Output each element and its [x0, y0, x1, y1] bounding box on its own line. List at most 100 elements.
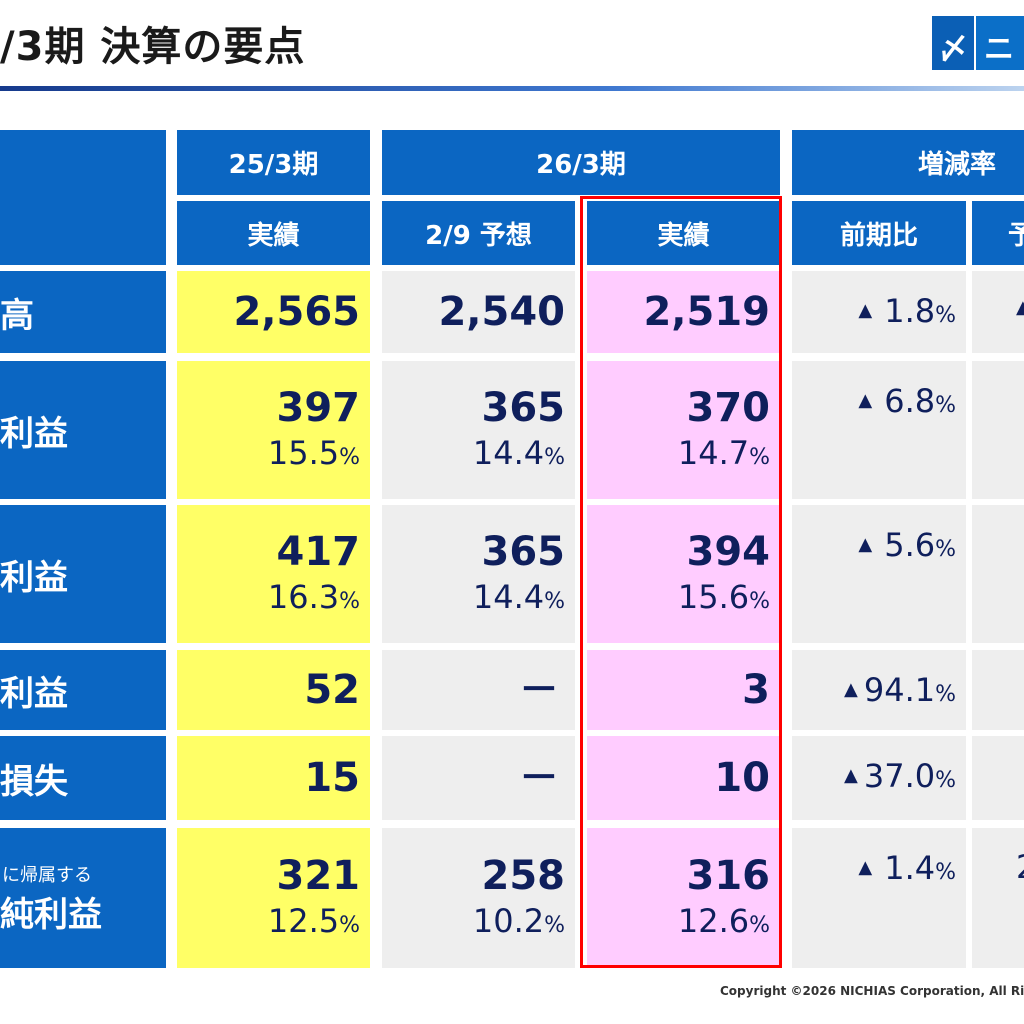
- vs-prev-cell: ▲ 94.1%: [792, 650, 966, 730]
- row-label: 損失: [0, 736, 166, 820]
- margin-value: 15.5: [267, 433, 340, 472]
- value: 6.8: [884, 382, 936, 420]
- down-triangle-icon: ▲: [858, 534, 873, 555]
- margin-value: 14.4: [472, 577, 545, 616]
- row-label-text: 利益: [0, 413, 68, 454]
- pct-unit: %: [749, 588, 770, 614]
- value: 258: [481, 852, 566, 899]
- pct-unit: %: [339, 912, 360, 938]
- forecast-cell: 258 10.2%: [382, 828, 575, 968]
- prev-actual-cell: 52: [177, 650, 370, 730]
- forecast-cell: 365 14.4%: [382, 361, 575, 499]
- value: －: [519, 755, 559, 801]
- value: 15: [304, 755, 360, 801]
- value: 365: [481, 384, 566, 431]
- pct-unit: %: [935, 860, 956, 885]
- row-label: 高: [0, 271, 166, 353]
- curr-actual-cell: 394 15.6%: [587, 505, 780, 643]
- prev-actual-cell: 417 16.3%: [177, 505, 370, 643]
- pct-unit: %: [544, 588, 565, 614]
- copyright-text: Copyright ©2026 NICHIAS Corporation, All…: [720, 984, 1024, 998]
- value: 52: [304, 667, 360, 713]
- header-curr-year: 26/3期: [382, 130, 780, 195]
- row-label-subtext: に帰属する: [2, 864, 92, 886]
- subheader-vs-forecast: 予: [972, 201, 1024, 265]
- value: 2: [1016, 848, 1024, 886]
- margin-value: 14.7: [677, 433, 750, 472]
- curr-actual-cell: 2,519: [587, 271, 780, 353]
- pct-unit: %: [339, 588, 360, 614]
- value: 10: [714, 755, 770, 801]
- row-label: 利益: [0, 505, 166, 643]
- title-underline: [0, 86, 1024, 91]
- value: 3: [742, 667, 770, 713]
- value: 321: [276, 852, 361, 899]
- down-triangle-icon: ▲: [858, 857, 873, 878]
- row-label-text: 利益: [0, 557, 68, 598]
- value: 417: [276, 528, 361, 575]
- vs-prev-cell: ▲ 1.8%: [792, 271, 966, 353]
- row-label: 利益: [0, 361, 166, 499]
- curr-actual-cell: 3: [587, 650, 780, 730]
- subheader-vs-prev: 前期比: [792, 201, 966, 265]
- pct-unit: %: [935, 682, 956, 707]
- down-triangle-icon: ▲: [858, 300, 873, 321]
- logo-mark-glyph: 〆: [938, 32, 968, 67]
- vs-forecast-cell: [972, 505, 1024, 643]
- pct-unit: %: [935, 393, 956, 418]
- pct-unit: %: [544, 912, 565, 938]
- pct-unit: %: [935, 303, 956, 328]
- value: 2,540: [438, 289, 565, 335]
- forecast-cell: －: [382, 650, 575, 730]
- row-label-text: 純利益: [0, 894, 102, 935]
- value: 365: [481, 528, 566, 575]
- prev-actual-cell: 397 15.5%: [177, 361, 370, 499]
- row-label: 利益: [0, 650, 166, 730]
- page-title: /3期 決算の要点: [0, 24, 306, 70]
- header-prev-year: 25/3期: [177, 130, 370, 195]
- margin-value: 14.4: [472, 433, 545, 472]
- vs-forecast-cell: ▲: [972, 271, 1024, 353]
- pct-unit: %: [935, 537, 956, 562]
- value: 394: [686, 528, 771, 575]
- value: 5.6: [884, 526, 936, 564]
- value: 316: [686, 852, 771, 899]
- value: 2,519: [643, 289, 770, 335]
- value: 1.4: [884, 849, 936, 887]
- subheader-actual-prev: 実績: [177, 201, 370, 265]
- value: 1.8: [884, 292, 936, 330]
- curr-actual-cell: 10: [587, 736, 780, 820]
- table-corner: [0, 130, 166, 351]
- value: 2,565: [233, 289, 360, 335]
- vs-prev-cell: ▲ 6.8%: [792, 361, 966, 499]
- prev-actual-cell: 2,565: [177, 271, 370, 353]
- value: 370: [686, 384, 771, 431]
- row-label-text: 損失: [0, 761, 68, 802]
- pct-unit: %: [749, 912, 770, 938]
- pct-unit: %: [544, 444, 565, 470]
- margin-value: 15.6: [677, 577, 750, 616]
- value: 397: [276, 384, 361, 431]
- down-triangle-icon: ▲: [858, 390, 873, 411]
- vs-forecast-cell: 2: [972, 828, 1024, 968]
- vs-forecast-cell: [972, 736, 1024, 820]
- forecast-cell: 365 14.4%: [382, 505, 575, 643]
- pct-unit: %: [935, 768, 956, 793]
- header-change-rate: 増減率: [792, 130, 1024, 195]
- row-label: に帰属する 純利益: [0, 828, 166, 968]
- highlight-frame: [580, 196, 782, 968]
- value: 94.1: [863, 671, 936, 709]
- margin-value: 10.2: [472, 901, 545, 940]
- vs-forecast-cell: [972, 650, 1024, 730]
- forecast-cell: 2,540: [382, 271, 575, 353]
- subheader-actual-curr: 実績: [587, 201, 780, 265]
- pct-unit: %: [749, 444, 770, 470]
- down-triangle-icon: ▲: [1016, 297, 1024, 318]
- margin-value: 16.3: [267, 577, 340, 616]
- vs-prev-cell: ▲ 37.0%: [792, 736, 966, 820]
- vs-prev-cell: ▲ 1.4%: [792, 828, 966, 968]
- subheader-forecast: 2/9 予想: [382, 201, 575, 265]
- curr-actual-cell: 316 12.6%: [587, 828, 780, 968]
- prev-actual-cell: 15: [177, 736, 370, 820]
- row-label-text: 利益: [0, 673, 68, 714]
